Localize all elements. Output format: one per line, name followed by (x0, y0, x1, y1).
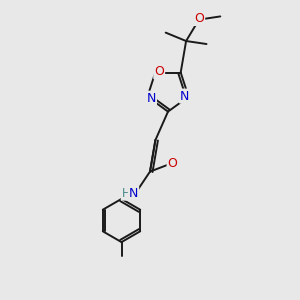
Text: O: O (168, 157, 177, 170)
Text: N: N (147, 92, 156, 105)
Text: N: N (180, 90, 189, 103)
Text: H: H (122, 187, 130, 200)
Text: O: O (154, 65, 164, 78)
Text: O: O (194, 12, 204, 25)
Text: N: N (129, 187, 138, 200)
